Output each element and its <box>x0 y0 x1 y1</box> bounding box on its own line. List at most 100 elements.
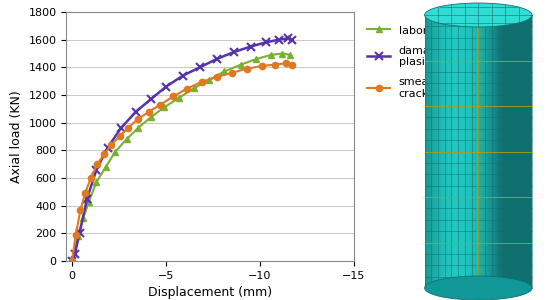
laboratory <box>123 137 130 141</box>
Polygon shape <box>493 15 494 288</box>
Polygon shape <box>428 15 430 288</box>
Polygon shape <box>435 15 437 288</box>
Ellipse shape <box>425 3 532 27</box>
smeared
cracking <box>117 134 123 138</box>
Polygon shape <box>468 15 469 288</box>
damage
plasicity <box>105 146 111 149</box>
Polygon shape <box>437 15 439 288</box>
Polygon shape <box>480 15 482 288</box>
smeared
cracking <box>199 80 205 84</box>
Line: smeared
cracking: smeared cracking <box>69 60 295 264</box>
Polygon shape <box>523 15 525 288</box>
smeared
cracking <box>243 67 250 70</box>
smeared
cracking <box>289 63 295 66</box>
Line: damage
plasicity: damage plasicity <box>68 34 296 265</box>
smeared
cracking <box>77 208 84 211</box>
damage
plasicity <box>285 37 291 40</box>
Polygon shape <box>439 15 441 288</box>
laboratory <box>253 57 259 61</box>
smeared
cracking <box>213 75 220 79</box>
Polygon shape <box>489 15 491 288</box>
laboratory <box>286 53 293 57</box>
smeared
cracking <box>101 153 107 156</box>
Polygon shape <box>469 15 471 288</box>
laboratory <box>161 106 168 109</box>
damage
plasicity <box>289 38 295 41</box>
smeared
cracking <box>87 176 94 180</box>
laboratory <box>148 115 154 119</box>
Polygon shape <box>462 15 464 288</box>
Polygon shape <box>529 15 530 288</box>
laboratory <box>80 216 87 220</box>
Polygon shape <box>494 15 496 288</box>
smeared
cracking <box>184 87 190 91</box>
Polygon shape <box>502 15 503 288</box>
damage
plasicity <box>196 65 203 69</box>
damage
plasicity <box>247 45 254 48</box>
smeared
cracking <box>108 143 115 147</box>
Polygon shape <box>509 15 510 288</box>
Polygon shape <box>484 15 486 288</box>
laboratory <box>176 96 182 100</box>
laboratory <box>221 70 227 73</box>
Polygon shape <box>450 15 451 288</box>
Line: laboratory: laboratory <box>69 50 293 264</box>
Polygon shape <box>514 15 516 288</box>
damage
plasicity <box>213 57 220 61</box>
Polygon shape <box>461 15 462 288</box>
laboratory <box>191 86 197 90</box>
damage
plasicity <box>262 40 269 44</box>
damage
plasicity <box>230 50 237 54</box>
smeared
cracking <box>170 94 177 98</box>
Polygon shape <box>455 15 457 288</box>
Polygon shape <box>448 15 450 288</box>
Polygon shape <box>521 15 523 288</box>
Polygon shape <box>477 15 478 288</box>
X-axis label: Displacement (mm): Displacement (mm) <box>148 286 272 299</box>
damage
plasicity <box>163 85 169 88</box>
Polygon shape <box>473 15 475 288</box>
Polygon shape <box>451 15 453 288</box>
laboratory <box>279 52 286 55</box>
Polygon shape <box>425 15 426 288</box>
Polygon shape <box>513 15 514 288</box>
damage
plasicity <box>275 38 282 41</box>
laboratory <box>93 180 100 184</box>
smeared
cracking <box>228 71 235 75</box>
damage
plasicity <box>180 74 186 77</box>
smeared
cracking <box>82 191 88 195</box>
Polygon shape <box>507 15 509 288</box>
Polygon shape <box>500 15 502 288</box>
Polygon shape <box>434 15 435 288</box>
Polygon shape <box>453 15 455 288</box>
laboratory <box>238 63 244 66</box>
damage
plasicity <box>69 259 75 263</box>
laboratory <box>112 150 118 154</box>
Polygon shape <box>505 15 507 288</box>
Polygon shape <box>464 15 466 288</box>
Polygon shape <box>496 15 498 288</box>
Legend: laboratory, damage
plasicity, smeared
cracking: laboratory, damage plasicity, smeared cr… <box>365 22 458 101</box>
smeared
cracking <box>272 63 278 66</box>
smeared
cracking <box>157 103 164 106</box>
damage
plasicity <box>133 110 139 113</box>
Polygon shape <box>526 15 529 288</box>
damage
plasicity <box>93 168 100 172</box>
Polygon shape <box>442 15 444 288</box>
Polygon shape <box>516 15 518 288</box>
Polygon shape <box>498 15 500 288</box>
Polygon shape <box>471 15 473 288</box>
Polygon shape <box>478 15 480 288</box>
Polygon shape <box>466 15 468 288</box>
Polygon shape <box>486 15 487 288</box>
damage
plasicity <box>148 97 154 101</box>
smeared
cracking <box>69 259 75 263</box>
damage
plasicity <box>84 197 90 200</box>
Polygon shape <box>426 15 428 288</box>
Polygon shape <box>520 15 521 288</box>
Polygon shape <box>446 15 448 288</box>
laboratory <box>86 200 92 203</box>
Polygon shape <box>432 15 434 288</box>
Polygon shape <box>458 15 461 288</box>
Polygon shape <box>482 15 484 288</box>
